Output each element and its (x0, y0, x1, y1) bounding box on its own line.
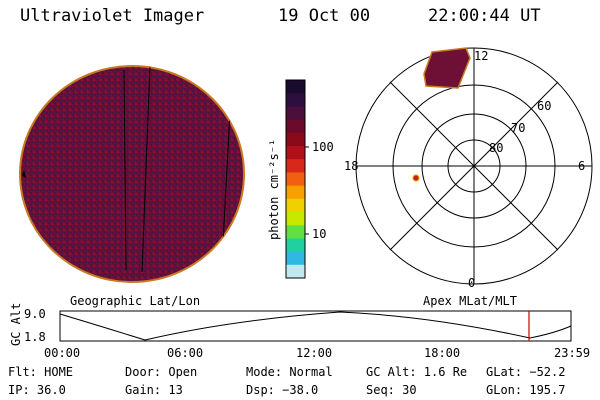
mlt-label-6: 6 (578, 159, 585, 173)
colorbar-frame (285, 79, 306, 279)
colorbar-band (286, 132, 305, 147)
mlt-label-12: 12 (474, 49, 488, 63)
colorbar-band (286, 106, 305, 121)
date-label: 19 Oct 00 (278, 6, 371, 26)
info-glon: GLon: 195.7 (486, 383, 566, 397)
info-gain: Gain: 13 (125, 383, 183, 397)
altitude-x-tick-2359: 23:59 (554, 346, 590, 360)
colorbar-band (286, 212, 305, 226)
colorbar-band (286, 264, 305, 279)
mlt-label-18: 18 (344, 159, 358, 173)
altitude-y-tick-1.8: 1.8 (24, 330, 46, 344)
altitude-x-tick-1200: 12:00 (296, 346, 332, 360)
mlt-label-0: 0 (468, 276, 475, 290)
info-flt: Flt: HOME (8, 365, 74, 379)
instrument-title: Ultraviolet Imager (20, 6, 205, 26)
lat-label-70: 70 (511, 121, 525, 135)
time-label: 22:00:44 UT (428, 6, 541, 26)
colorbar-band (286, 238, 305, 253)
altitude-plot: GC Alt 9.0 1.8 00:00 06:00 12:00 18:00 2… (9, 303, 590, 360)
colorbar-band (286, 119, 305, 134)
info-door: Door: Open (125, 365, 198, 379)
altitude-x-tick-0600: 06:00 (167, 346, 203, 360)
meridian-line (141, 66, 151, 273)
meridian-line (123, 69, 127, 271)
altitude-y-tick-9: 9.0 (24, 307, 46, 321)
altitude-x-tick-0000: 00:00 (44, 346, 80, 360)
info-glat: GLat: −52.2 (486, 365, 566, 379)
colorbar-band (286, 225, 305, 239)
colorbar-band (286, 80, 305, 94)
colorbar-unit-label: photon cm⁻²s⁻¹ (267, 139, 281, 240)
colorbar-band (286, 251, 305, 266)
info-seq: Seq: 30 (366, 383, 417, 397)
disk-edge-marker (22, 170, 26, 178)
altitude-y-label: GC Alt (9, 303, 23, 346)
info-ip: IP: 36.0 (8, 383, 66, 397)
colorbar-band (286, 185, 305, 200)
geographic-image (19, 65, 245, 283)
altitude-plot-frame (59, 310, 572, 342)
altitude-x-tick-1800: 18:00 (424, 346, 460, 360)
right-panel-caption: Apex MLat/MLT (423, 294, 517, 308)
auroral-patch (423, 47, 471, 89)
colorbar: 100 10 photon cm⁻²s⁻¹ (267, 79, 334, 279)
altitude-curve (59, 311, 572, 341)
polar-diagonal (389, 81, 559, 251)
info-gc-alt: GC Alt: 1.6 Re (366, 365, 468, 379)
colorbar-band (286, 146, 305, 160)
colorbar-band (286, 172, 305, 187)
colorbar-band (286, 198, 305, 213)
emission-spot (412, 174, 420, 182)
disk-fill (21, 67, 243, 281)
polar-plot (355, 47, 593, 285)
info-mode: Mode: Normal (246, 365, 333, 379)
lat-label-60: 60 (537, 99, 551, 113)
colorbar-band (286, 93, 305, 107)
colorbar-tick-100: 100 (312, 140, 334, 154)
colorbar-tick-10: 10 (312, 227, 326, 241)
left-panel-caption: Geographic Lat/Lon (70, 294, 200, 308)
lat-label-80: 80 (489, 141, 503, 155)
colorbar-band (286, 159, 305, 173)
info-dsp: Dsp: −38.0 (246, 383, 319, 397)
